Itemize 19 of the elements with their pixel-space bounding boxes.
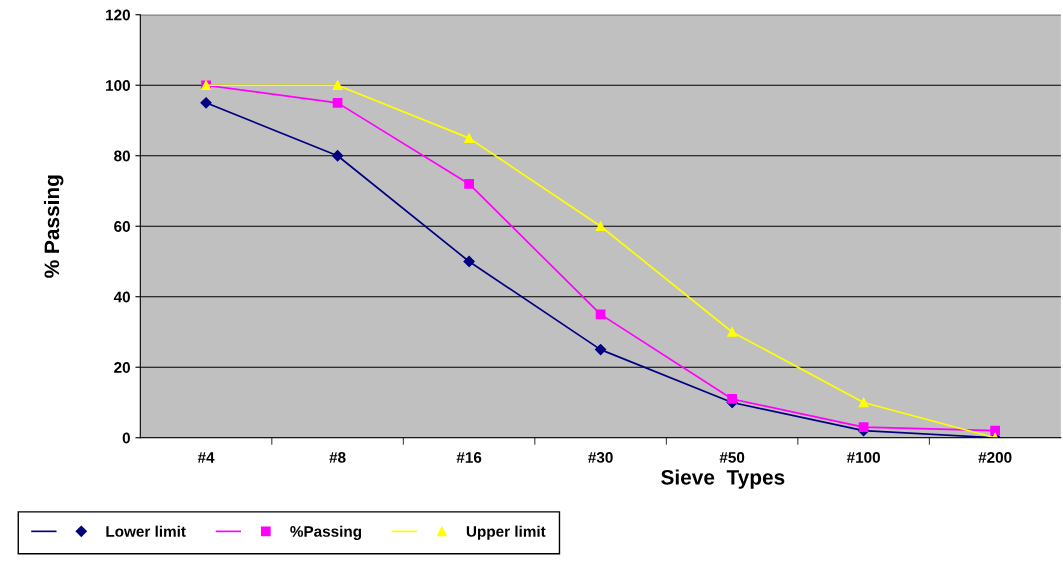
x-tick-label: #50 — [719, 452, 745, 463]
y-tick-label: 40 — [113, 291, 130, 303]
x-tick-label: #16 — [456, 452, 482, 463]
y-tick-label: 20 — [114, 362, 130, 373]
y-tick-label: 100 — [106, 80, 130, 91]
y-tick-label: 80 — [114, 150, 130, 162]
y-tick-label: 60 — [114, 221, 130, 232]
legend-label: Lower limit — [106, 525, 186, 537]
x-tick-label: #4 — [197, 452, 215, 463]
x-tick-label: #8 — [329, 452, 346, 463]
y-tick-label: 120 — [106, 9, 130, 21]
x-tick-label: #100 — [846, 452, 880, 463]
y-tick-label: 0 — [122, 432, 130, 444]
legend-label: %Passing — [290, 525, 362, 540]
y-axis-title: % Passing — [43, 175, 64, 278]
legend-label: Upper limit — [466, 525, 546, 540]
x-tick-label: #30 — [588, 452, 613, 463]
x-tick-label: #200 — [978, 452, 1012, 463]
x-axis-title: Sieve Types — [661, 469, 785, 489]
